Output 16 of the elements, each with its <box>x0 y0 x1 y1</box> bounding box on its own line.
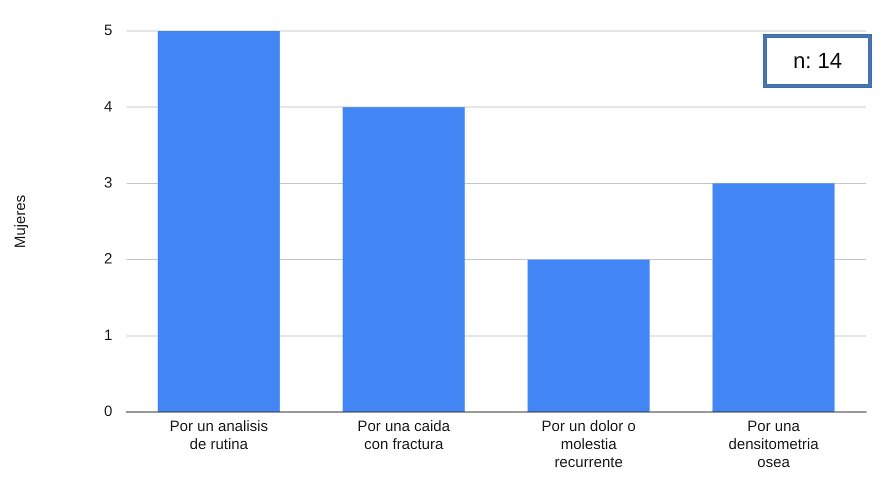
y-tick-label: 3 <box>104 174 112 192</box>
annotation: n: 14 <box>763 34 872 88</box>
x-tick-label: Por una caida con fractura <box>357 418 451 454</box>
bar <box>712 183 835 412</box>
bar <box>342 107 465 412</box>
y-axis-title: Mujeres <box>12 194 30 248</box>
y-tick-label: 4 <box>104 98 112 116</box>
x-tick-label: Por una densitometria osea <box>728 418 820 472</box>
bar <box>528 260 650 412</box>
bar <box>158 31 280 412</box>
x-tick-label: Por un analisis de rutina <box>170 418 268 454</box>
y-tick-label: 5 <box>104 22 112 40</box>
y-tick-label: 0 <box>104 403 112 420</box>
x-tick-label: Por un dolor o molestia recurrente <box>542 418 636 472</box>
y-tick-label: 2 <box>104 250 112 268</box>
y-tick-label: 1 <box>104 326 112 344</box>
